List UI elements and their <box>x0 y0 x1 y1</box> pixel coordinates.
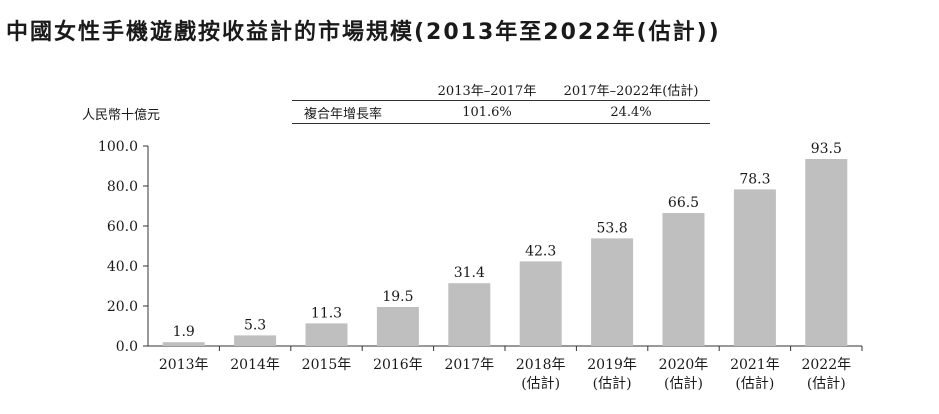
bar-value-label: 31.4 <box>454 265 485 281</box>
bar-value-label: 19.5 <box>382 289 413 305</box>
bar <box>305 323 348 346</box>
bar <box>162 342 205 346</box>
y-tick-label: 80.0 <box>107 179 138 195</box>
cagr-header-row: 2013年–2017年 2017年–2022年(估計) <box>292 78 710 101</box>
x-tick-note: (估計) <box>735 376 774 392</box>
bar <box>376 307 419 346</box>
bar-value-label: 5.3 <box>244 317 266 333</box>
bar-value-label: 42.3 <box>525 243 556 259</box>
cagr-value-period-2: 24.4% <box>610 104 652 120</box>
bar <box>234 335 277 346</box>
cagr-value-row: 複合年增長率 101.6% 24.4% <box>292 101 710 124</box>
y-axis-unit-label: 人民幣十億元 <box>82 108 161 123</box>
cagr-header-period-1: 2013年–2017年 <box>437 83 537 99</box>
bar-value-label: 93.5 <box>811 141 842 157</box>
x-tick-label: 2016年 <box>373 357 423 373</box>
chart-title: 中國女性手機遊戲按收益計的市場規模(2013年至2022年(估計)) <box>6 20 721 45</box>
x-tick-note: (估計) <box>664 376 703 392</box>
y-tick-label: 40.0 <box>107 259 138 275</box>
y-tick-label: 60.0 <box>107 219 138 235</box>
y-tick-label: 100.0 <box>98 139 138 155</box>
x-tick-note: (估計) <box>593 376 632 392</box>
bar <box>662 213 705 346</box>
x-tick-label: 2019年 <box>587 357 637 373</box>
x-tick-label: 2020年 <box>659 357 709 373</box>
bar-value-label: 11.3 <box>311 305 342 321</box>
x-tick-note: (估計) <box>807 376 846 392</box>
bar <box>733 189 776 346</box>
x-tick-label: 2017年 <box>444 357 494 373</box>
cagr-header-period-2: 2017年–2022年(估計) <box>563 83 699 99</box>
y-tick-label: 20.0 <box>107 299 138 315</box>
bar-value-label: 66.5 <box>668 195 699 211</box>
bar <box>591 238 634 346</box>
bar-value-label: 78.3 <box>739 171 770 187</box>
x-tick-note: (估計) <box>521 376 560 392</box>
bar-value-label: 53.8 <box>597 220 628 236</box>
x-tick-label: 2015年 <box>302 357 352 373</box>
x-tick-label: 2021年 <box>730 357 780 373</box>
x-tick-label: 2022年 <box>801 357 851 373</box>
bar <box>519 261 562 346</box>
cagr-table: 2013年–2017年 2017年–2022年(估計) 複合年增長率 101.6… <box>292 78 710 124</box>
y-tick-label: 0.0 <box>116 339 138 355</box>
x-tick-label: 2014年 <box>230 357 280 373</box>
x-tick-label: 2018年 <box>516 357 566 373</box>
bar-value-label: 1.9 <box>173 324 195 340</box>
bar <box>448 283 491 346</box>
bar <box>805 159 848 346</box>
x-tick-label: 2013年 <box>159 357 209 373</box>
cagr-value-period-1: 101.6% <box>462 104 512 120</box>
cagr-row-label: 複合年增長率 <box>304 106 383 122</box>
